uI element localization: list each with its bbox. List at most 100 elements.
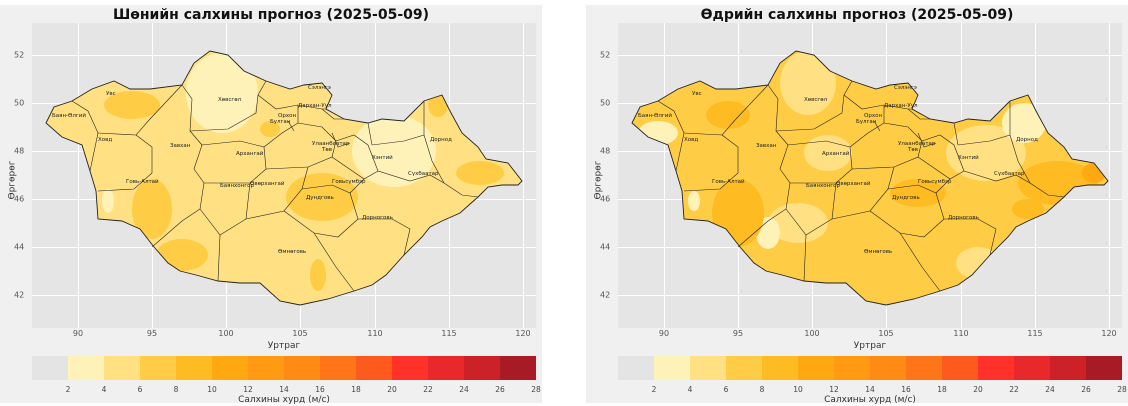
svg-text:Дорнод: Дорнод	[1016, 137, 1038, 143]
svg-text:Улаанбаатар: Улаанбаатар	[898, 141, 936, 147]
svg-text:Дархан-Уул: Дархан-Уул	[298, 103, 332, 109]
colorbar-segment	[356, 356, 392, 380]
colorbar-tick: 24	[459, 385, 469, 394]
colorbar-tick: 22	[423, 385, 433, 394]
colorbar-label: Салхины хурд (м/с)	[824, 395, 916, 405]
colorbar-tick: 8	[759, 385, 765, 394]
svg-text:Өмнөговь: Өмнөговь	[864, 249, 892, 255]
night-map-title: Шөнийн салхины прогноз (2025-05-09)	[112, 7, 430, 23]
colorbar-tick: 8	[173, 385, 179, 394]
svg-text:Хөвсгөл: Хөвсгөл	[804, 97, 828, 103]
svg-text:Ховд: Ховд	[684, 137, 698, 143]
x-tick: 100	[218, 329, 234, 338]
svg-text:Орхон: Орхон	[864, 113, 882, 119]
colorbar-tick: 4	[687, 385, 693, 394]
colorbar-segment	[942, 356, 978, 380]
x-tick: 105	[878, 329, 894, 338]
colorbar-tick: 26	[1081, 385, 1091, 394]
day-aimag-labels: Баян-Өлгий Увс Ховд Хөвсгөл Завхан Архан…	[638, 85, 1038, 255]
y-tick: 50	[14, 98, 25, 108]
colorbar-segment	[68, 356, 104, 380]
colorbar-segment	[654, 356, 690, 380]
colorbar-tick: 14	[279, 385, 289, 394]
svg-text:Дундговь: Дундговь	[892, 195, 920, 201]
svg-text:Говь-Алтай: Говь-Алтай	[712, 178, 745, 185]
svg-text:Дархан-Уул: Дархан-Уул	[884, 103, 918, 109]
svg-text:Өвөрхангай: Өвөрхангай	[836, 180, 871, 187]
colorbar-tick: 10	[207, 385, 217, 394]
svg-text:Улаанбаатар: Улаанбаатар	[312, 141, 350, 147]
colorbar-segment	[284, 356, 320, 380]
svg-text:Төв: Төв	[907, 147, 918, 153]
colorbar-segment	[906, 356, 942, 380]
x-axis-label: Уртраг	[267, 341, 301, 351]
colorbar-segment	[104, 356, 140, 380]
x-tick: 110	[953, 329, 969, 338]
colorbar-segment	[176, 356, 212, 380]
y-tick: 44	[14, 242, 25, 252]
colorbar-segment	[690, 356, 726, 380]
svg-text:Орхон: Орхон	[278, 113, 296, 119]
colorbar-tick: 28	[1117, 385, 1127, 394]
svg-text:Дорноговь: Дорноговь	[362, 215, 393, 221]
svg-text:Өмнөговь: Өмнөговь	[278, 249, 306, 255]
svg-text:Хөвсгөл: Хөвсгөл	[218, 97, 242, 103]
colorbar-segment	[978, 356, 1014, 380]
colorbar-segment	[870, 356, 906, 380]
svg-text:Төв: Төв	[321, 147, 332, 153]
svg-text:Говьсүмбэр: Говьсүмбэр	[332, 179, 366, 185]
colorbar-tick: 6	[137, 385, 143, 394]
colorbar-tick: 12	[243, 385, 253, 394]
svg-text:Булган: Булган	[856, 119, 877, 125]
colorbar-label: Салхины хурд (м/с)	[238, 395, 330, 405]
x-tick: 90	[658, 329, 670, 338]
day-map-title: Өдрийн салхины прогноз (2025-05-09)	[700, 7, 1014, 23]
svg-text:Дундговь: Дундговь	[306, 195, 334, 201]
y-tick: 44	[600, 242, 611, 252]
colorbar-segment	[212, 356, 248, 380]
svg-text:Баянхонгор: Баянхонгор	[220, 183, 255, 189]
colorbar-tick: 10	[793, 385, 803, 394]
svg-text:Сүхбаатар: Сүхбаатар	[994, 171, 1025, 177]
svg-text:Архангай: Архангай	[236, 150, 264, 157]
colorbar-tick: 18	[351, 385, 361, 394]
x-tick: 115	[441, 329, 457, 338]
svg-text:Увс: Увс	[692, 91, 702, 97]
svg-text:Дорнод: Дорнод	[430, 137, 452, 143]
colorbar-segment	[1014, 356, 1050, 380]
x-tick: 95	[146, 329, 158, 338]
y-tick: 52	[14, 50, 25, 60]
colorbar-segment	[320, 356, 356, 380]
colorbar-segment	[834, 356, 870, 380]
svg-text:Сүхбаатар: Сүхбаатар	[408, 171, 439, 177]
colorbar-segment	[464, 356, 500, 380]
svg-text:Дорноговь: Дорноговь	[948, 215, 979, 221]
svg-text:Баян-Өлгий: Баян-Өлгий	[638, 112, 672, 119]
svg-text:Архангай: Архангай	[822, 150, 850, 157]
colorbar-tick: 2	[651, 385, 657, 394]
colorbar-tick: 20	[387, 385, 397, 394]
night-wind-map: Баян-Өлгий Увс Ховд Хөвсгөл Завхан Архан…	[45, 50, 523, 306]
svg-text:Завхан: Завхан	[170, 143, 191, 149]
x-tick: 120	[515, 329, 531, 338]
colorbar-tick: 2	[65, 385, 71, 394]
y-tick: 42	[14, 290, 25, 300]
colorbar-tick: 26	[495, 385, 505, 394]
svg-text:Завхан: Завхан	[756, 143, 777, 149]
colorbar-segment	[762, 356, 798, 380]
x-tick: 100	[804, 329, 820, 338]
colorbar-tick: 24	[1045, 385, 1055, 394]
night-aimag-labels: Баян-Өлгий Увс Ховд Хөвсгөл Завхан Архан…	[52, 85, 452, 255]
colorbar-segment	[798, 356, 834, 380]
colorbar-tick: 16	[315, 385, 325, 394]
colorbar-tick: 12	[829, 385, 839, 394]
x-tick: 110	[367, 329, 383, 338]
colorbar-segment	[32, 356, 68, 380]
svg-text:Хэнтий: Хэнтий	[372, 154, 393, 161]
svg-text:Сэлэнгэ: Сэлэнгэ	[894, 85, 917, 91]
y-tick: 48	[14, 146, 25, 156]
colorbar-segment	[392, 356, 428, 380]
x-axis-label: Уртраг	[853, 341, 887, 351]
colorbar-segment	[726, 356, 762, 380]
y-tick: 46	[600, 194, 611, 204]
